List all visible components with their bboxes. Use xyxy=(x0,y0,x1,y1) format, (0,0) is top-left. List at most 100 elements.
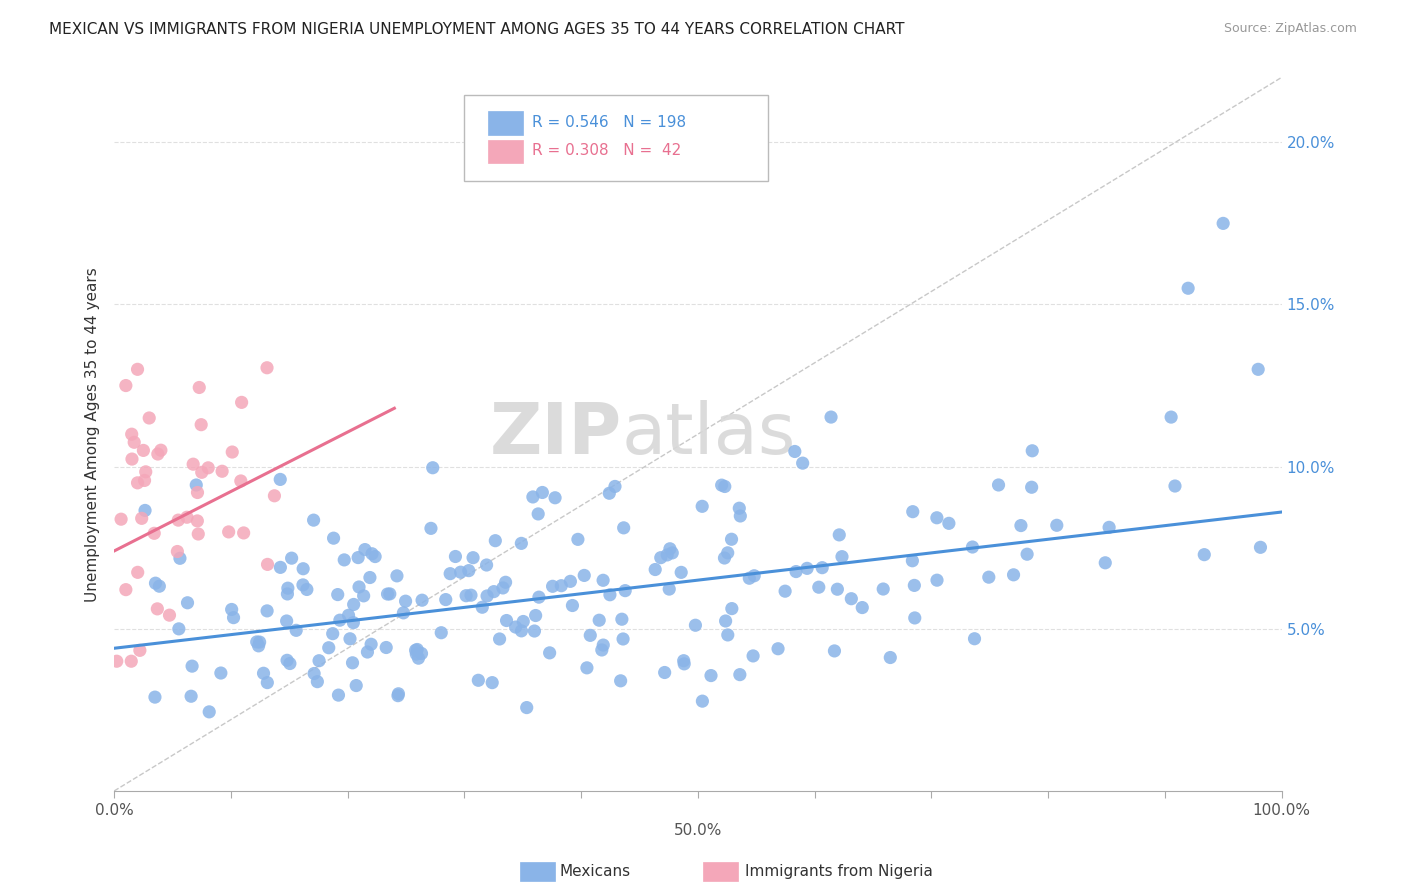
Point xyxy=(524,608,547,623)
Point xyxy=(406,642,429,657)
Point xyxy=(187,527,209,541)
Point xyxy=(307,674,329,689)
Point xyxy=(738,571,761,585)
Point xyxy=(121,427,143,442)
Point xyxy=(343,598,366,612)
Point xyxy=(278,657,301,671)
Point xyxy=(347,580,370,594)
Point xyxy=(925,573,948,587)
Point xyxy=(460,588,482,602)
Point xyxy=(115,378,138,392)
Point xyxy=(811,560,834,574)
Point xyxy=(198,705,221,719)
Point xyxy=(523,624,546,638)
Point xyxy=(342,615,364,630)
Point xyxy=(377,587,399,601)
Point xyxy=(181,457,204,471)
Point xyxy=(851,600,873,615)
Point xyxy=(256,675,278,690)
Point xyxy=(337,608,360,623)
Point xyxy=(176,510,198,524)
Point xyxy=(721,601,744,615)
Point xyxy=(387,689,409,703)
Y-axis label: Unemployment Among Ages 35 to 44 years: Unemployment Among Ages 35 to 44 years xyxy=(86,267,100,601)
Point xyxy=(673,657,696,671)
Point xyxy=(221,602,243,616)
Point xyxy=(692,694,714,708)
Point xyxy=(1247,362,1270,376)
Point xyxy=(394,594,416,608)
Point xyxy=(280,551,302,566)
Point xyxy=(588,613,610,627)
Point xyxy=(612,632,634,646)
Point xyxy=(134,503,156,517)
Point xyxy=(131,511,153,525)
Point xyxy=(190,417,212,432)
Point xyxy=(229,474,252,488)
Point xyxy=(420,521,443,535)
Point xyxy=(138,411,160,425)
Point xyxy=(1021,480,1043,494)
Point xyxy=(197,460,219,475)
Point xyxy=(820,410,842,425)
Point xyxy=(231,395,253,409)
Point xyxy=(1094,556,1116,570)
Point xyxy=(938,516,960,531)
Point xyxy=(495,614,517,628)
Point xyxy=(180,690,202,704)
Point xyxy=(561,599,583,613)
FancyBboxPatch shape xyxy=(464,95,768,181)
Point xyxy=(541,579,564,593)
Point xyxy=(120,654,142,668)
Point xyxy=(252,666,274,681)
Point xyxy=(344,679,367,693)
Point xyxy=(263,489,285,503)
Point xyxy=(354,542,377,557)
Point xyxy=(444,549,467,564)
Point xyxy=(713,551,735,566)
Point xyxy=(405,647,427,661)
Point xyxy=(904,611,927,625)
Point xyxy=(392,606,415,620)
Point xyxy=(127,362,149,376)
Point xyxy=(488,632,510,646)
Point xyxy=(713,479,735,493)
Point xyxy=(222,610,245,624)
Point xyxy=(256,558,278,572)
Point xyxy=(302,666,325,681)
Point xyxy=(475,558,498,572)
Point xyxy=(269,472,291,486)
Point xyxy=(963,632,986,646)
Point xyxy=(603,479,626,493)
Point xyxy=(654,665,676,680)
Point xyxy=(169,551,191,566)
Point xyxy=(360,637,382,651)
Point xyxy=(512,615,534,629)
Point xyxy=(375,640,398,655)
Point xyxy=(115,582,138,597)
Point xyxy=(685,618,707,632)
Point xyxy=(471,600,494,615)
Point xyxy=(690,500,713,514)
Text: R = 0.308   N =  42: R = 0.308 N = 42 xyxy=(531,144,682,159)
Text: ZIP: ZIP xyxy=(489,400,621,468)
Point xyxy=(146,447,169,461)
Bar xyxy=(488,139,523,163)
Point xyxy=(467,673,489,688)
Point xyxy=(1098,520,1121,534)
Point xyxy=(221,445,243,459)
Point xyxy=(579,628,602,642)
Point xyxy=(567,533,589,547)
Point xyxy=(461,550,484,565)
Point xyxy=(188,380,211,394)
Point xyxy=(714,614,737,628)
Point xyxy=(903,578,925,592)
Point xyxy=(190,466,212,480)
Point xyxy=(159,608,181,623)
Point xyxy=(591,643,613,657)
Point xyxy=(411,593,433,607)
Point xyxy=(730,508,752,523)
Point xyxy=(385,569,408,583)
Point xyxy=(657,548,679,562)
Point xyxy=(879,650,901,665)
